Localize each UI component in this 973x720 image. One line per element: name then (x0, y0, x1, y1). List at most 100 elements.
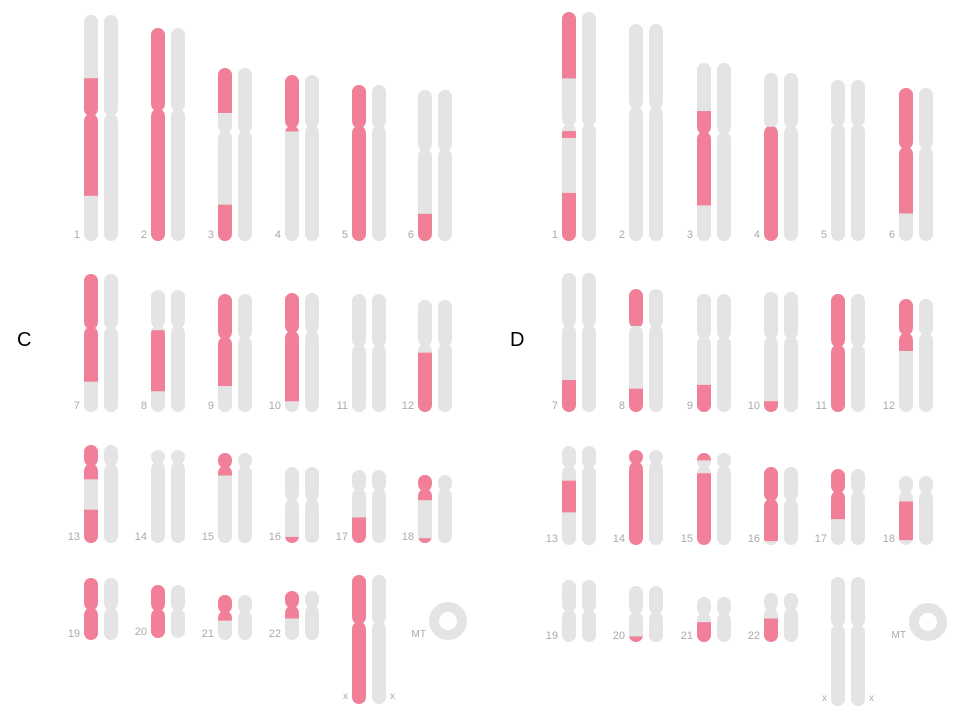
chromatid-partner (717, 294, 731, 412)
chromosome-2: 2 (141, 28, 185, 241)
chromosome-label-19: 19 (546, 630, 558, 642)
chromosome-label-14: 14 (613, 533, 625, 545)
chromatid-base (629, 586, 643, 642)
highlight-segment (697, 453, 711, 461)
chromosome-label-21: 21 (681, 630, 693, 642)
chromosome-label-16: 16 (269, 531, 281, 543)
chromatid-partner (851, 80, 865, 241)
chromatid-partner (851, 469, 865, 545)
chromosome-label-x-right: x (390, 691, 395, 702)
chromosome-20: 20 (135, 585, 185, 638)
highlight-segment (218, 68, 232, 113)
chromatid-partner (305, 467, 319, 543)
chromosome-mt-ring (909, 603, 947, 641)
highlight-segment (84, 509, 98, 543)
chromosome-label-6: 6 (889, 229, 895, 241)
chromosome-label-8: 8 (619, 400, 625, 412)
chromosome-label-13: 13 (546, 533, 558, 545)
highlight-segment (218, 204, 232, 241)
chromosome-label-12: 12 (883, 400, 895, 412)
chromatid-partner (784, 292, 798, 412)
chromatid-partner (919, 88, 933, 241)
highlight-segment (562, 131, 576, 138)
chromosome-4: 4 (754, 73, 798, 241)
chromosome-label-x-left: x (343, 691, 348, 702)
highlight-segment (697, 473, 711, 545)
chromatid-partner (851, 577, 865, 706)
chromatid-partner (104, 15, 118, 241)
chromatid-partner (104, 445, 118, 543)
chromatid-base (629, 24, 643, 241)
highlight-segment (831, 294, 845, 412)
chromatid-base (831, 80, 845, 241)
highlight-segment (629, 636, 643, 642)
chromosome-label-12: 12 (402, 400, 414, 412)
chromosome-19: 19 (546, 580, 596, 642)
highlight-segment (84, 445, 98, 480)
highlight-segment (151, 330, 165, 392)
chromosome-label-10: 10 (748, 400, 760, 412)
chromatid-partner (372, 470, 386, 543)
highlight-segment (418, 213, 432, 241)
chromosome-label-11: 11 (337, 400, 348, 412)
chromosome-label-11: 11 (816, 400, 827, 412)
chromatid-partner (717, 597, 731, 642)
chromosome-label-17: 17 (815, 533, 827, 545)
highlight-segment (151, 28, 165, 241)
chromatid-partner (238, 453, 252, 543)
highlight-segment (84, 578, 98, 640)
chromosome-16: 16 (269, 467, 319, 543)
chromosome-10: 10 (269, 293, 319, 412)
chromosome-label-4: 4 (754, 229, 760, 241)
highlight-segment (352, 517, 366, 543)
panel-label-c: C (17, 329, 32, 351)
chromatid-base (418, 90, 432, 241)
highlight-segment (84, 78, 98, 196)
chromosome-label-x-right: x (869, 693, 874, 704)
chromosome-13: 13 (546, 446, 596, 545)
chromosome-label-9: 9 (208, 400, 214, 412)
chromosome-label-15: 15 (681, 533, 693, 545)
chromosome-17: 17 (815, 469, 865, 545)
chromosome-label-1: 1 (74, 229, 80, 241)
chromosome-label-2: 2 (141, 229, 147, 241)
chromosome-label-6: 6 (408, 229, 414, 241)
chromosome-14: 14 (613, 450, 663, 545)
highlight-segment (285, 293, 299, 402)
chromatid-partner (649, 24, 663, 241)
chromosome-5: 5 (821, 80, 865, 241)
chromosome-label-21: 21 (202, 628, 214, 640)
highlight-segment (562, 480, 576, 513)
chromosome-5: 5 (342, 85, 386, 241)
chromosome-12: 12 (883, 299, 933, 412)
chromosome-15: 15 (202, 453, 252, 543)
chromatid-partner (649, 289, 663, 412)
highlight-segment (764, 126, 778, 241)
chromatid-partner (919, 476, 933, 545)
chromosome-6: 6 (408, 90, 452, 241)
chromosome-label-4: 4 (275, 229, 281, 241)
chromatid-partner (784, 467, 798, 545)
chromosome-label-mt: MT (412, 629, 426, 640)
chromatid-base (352, 294, 366, 412)
highlight-segment (764, 467, 778, 542)
highlight-segment (899, 501, 913, 541)
chromosome-1: 1 (74, 15, 118, 241)
chromosome-12: 12 (402, 300, 452, 412)
chromosome-15: 15 (681, 453, 731, 545)
chromosome-label-19: 19 (68, 628, 80, 640)
chromosome-label-20: 20 (613, 630, 625, 642)
chromatid-partner (305, 75, 319, 241)
chromosome-16: 16 (748, 467, 798, 545)
chromatid-base (697, 294, 711, 412)
chromosome-label-14: 14 (135, 531, 147, 543)
chromosome-label-8: 8 (141, 400, 147, 412)
chromosome-2: 2 (619, 24, 663, 241)
chromosome-label-22: 22 (269, 628, 281, 640)
chromatid-base (831, 577, 845, 706)
chromatid-partner (238, 595, 252, 640)
chromosome-label-17: 17 (336, 531, 348, 543)
